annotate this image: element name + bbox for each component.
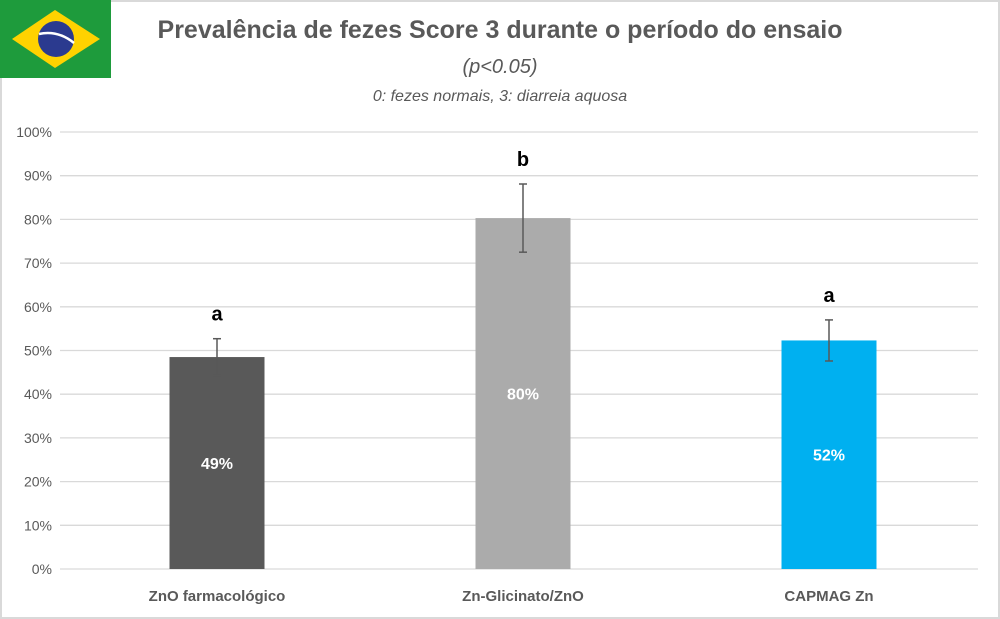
brazil-flag-icon xyxy=(0,0,111,78)
data-label: 80% xyxy=(507,387,539,404)
chart-subtitle: (p<0.05) xyxy=(462,56,538,78)
y-tick-label: 90% xyxy=(24,168,52,184)
bar xyxy=(169,357,265,569)
y-tick-label: 50% xyxy=(24,343,52,359)
x-tick-label: CAPMAG Zn xyxy=(784,588,873,605)
y-tick-label: 20% xyxy=(24,474,52,490)
chart-title: Prevalência de fezes Score 3 durante o p… xyxy=(157,16,843,44)
y-tick-label: 100% xyxy=(16,124,52,140)
y-tick-label: 40% xyxy=(24,386,52,402)
data-label: 49% xyxy=(201,456,233,473)
y-tick-label: 0% xyxy=(32,561,52,577)
y-tick-label: 70% xyxy=(24,255,52,271)
x-tick-label: Zn-Glicinato/ZnO xyxy=(462,588,584,605)
y-tick-label: 30% xyxy=(24,430,52,446)
y-tick-label: 80% xyxy=(24,211,52,227)
significance-letter: a xyxy=(211,304,223,326)
bar xyxy=(781,340,877,569)
significance-letter: a xyxy=(823,285,835,307)
chart-note: 0: fezes normais, 3: diarreia aquosa xyxy=(372,88,628,105)
bar xyxy=(475,218,571,570)
y-tick-label: 10% xyxy=(24,517,52,533)
x-tick-label: ZnO farmacológico xyxy=(149,588,286,605)
data-label: 52% xyxy=(813,448,845,465)
y-tick-label: 60% xyxy=(24,299,52,315)
significance-letter: b xyxy=(517,149,529,171)
